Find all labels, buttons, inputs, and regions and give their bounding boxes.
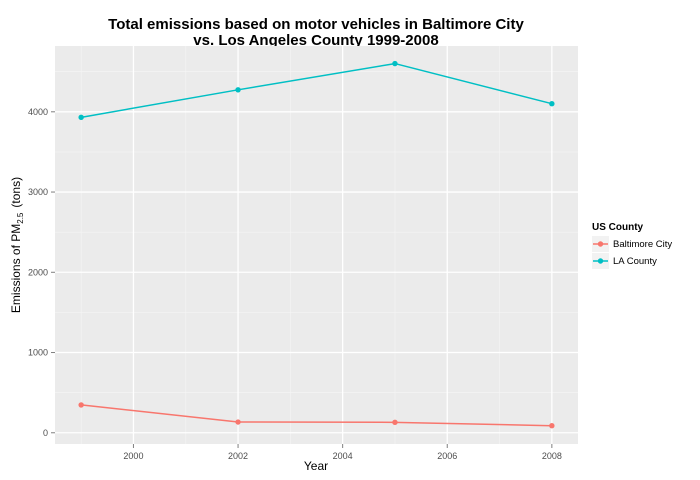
data-point — [549, 423, 555, 429]
data-point — [78, 402, 84, 408]
legend-label: Baltimore City — [613, 239, 672, 250]
series-line — [81, 404, 552, 427]
y-tick-label: 4000 — [28, 107, 48, 117]
chart-title-line-2: vs. Los Angeles County 1999-2008 — [193, 32, 438, 49]
data-point — [392, 419, 398, 426]
y-axis-title-subscript: 2.5 — [16, 212, 25, 224]
series-line — [81, 62, 553, 119]
x-tick-label: 2000 — [123, 451, 143, 461]
legend-title: US County — [592, 222, 644, 233]
legend-items: Baltimore City LA County — [592, 236, 672, 269]
x-tick-label: 2004 — [333, 451, 353, 461]
x-axis-ticks: 2000 2002 2004 2006 2008 — [123, 444, 562, 461]
x-axis-title: Year — [304, 459, 328, 473]
y-axis-title-main: Emissions of PM — [9, 224, 23, 313]
series-layer — [78, 60, 555, 429]
x-tick-label: 2006 — [437, 451, 457, 461]
y-axis-title-unit: (tons) — [9, 177, 23, 208]
y-tick-label: 1000 — [28, 348, 48, 358]
y-axis-ticks: 0 1000 2000 3000 4000 — [28, 107, 55, 438]
data-point — [549, 100, 555, 107]
data-point — [392, 60, 398, 67]
chart-title-line-1: Total emissions based on motor vehicles … — [108, 16, 524, 33]
y-tick-label: 2000 — [28, 267, 48, 277]
legend-key-point — [597, 258, 604, 264]
data-point — [235, 419, 241, 425]
legend-key-point — [597, 241, 604, 247]
y-axis-title: Emissions of PM2.5 (tons) — [9, 177, 25, 313]
y-tick-label: 0 — [43, 428, 48, 438]
legend-label: LA County — [613, 256, 657, 267]
data-point — [78, 114, 84, 121]
legend: US County Baltimore City LA County — [592, 222, 672, 269]
x-tick-label: 2008 — [542, 451, 562, 461]
major-gridlines — [55, 46, 578, 444]
data-point — [235, 87, 241, 93]
y-tick-label: 3000 — [28, 187, 48, 197]
x-tick-label: 2002 — [228, 451, 248, 461]
minor-gridlines — [55, 46, 578, 444]
